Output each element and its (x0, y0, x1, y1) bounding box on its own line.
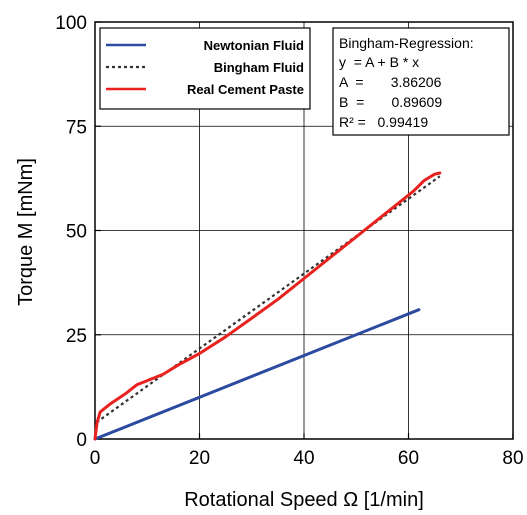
regression-line-1: Bingham-Regression: (339, 35, 474, 51)
x-tick-label: 60 (398, 448, 419, 469)
series-layer (93, 171, 442, 441)
regression-box: Bingham-Regression: y = A + B * x A = 3.… (332, 27, 510, 136)
y-tick-label: 25 (66, 326, 87, 347)
x-tick-label: 20 (189, 448, 210, 469)
ticks: 0 20 40 60 80 0 25 50 75 100 (55, 13, 523, 469)
legend: Newtonian Fluid Bingham Fluid Real Cemen… (99, 27, 311, 110)
y-tick-label: 100 (55, 13, 87, 34)
series-line-cement (93, 171, 442, 441)
series-line-bingham (95, 175, 441, 424)
y-tick-label: 75 (66, 117, 87, 138)
x-tick-label: 40 (293, 448, 314, 469)
x-tick-label: 0 (90, 448, 101, 469)
x-axis-title: Rotational Speed Ω [1/min] (184, 489, 424, 511)
regression-line-4: B = 0.89609 (339, 94, 442, 110)
regression-line-3: A = 3.86206 (339, 74, 442, 90)
legend-box (99, 27, 311, 110)
y-axis-title: Torque M [mNm] (15, 158, 37, 306)
legend-label-bingham: Bingham Fluid (214, 60, 304, 75)
y-tick-label: 0 (76, 430, 87, 451)
regression-frame (332, 27, 510, 136)
x-tick-label: 80 (502, 448, 523, 469)
regression-line-5: R² = 0.99419 (339, 114, 428, 130)
y-tick-label: 50 (66, 222, 87, 243)
legend-label-cement: Real Cement Paste (187, 82, 304, 97)
legend-label-newtonian: Newtonian Fluid (204, 38, 304, 53)
series-line-newtonian (93, 308, 421, 441)
regression-line-2: y = A + B * x (339, 54, 419, 70)
